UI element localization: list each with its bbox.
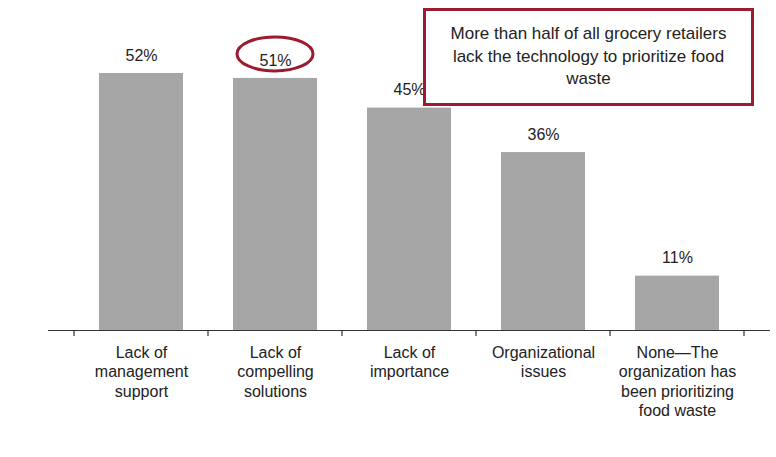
svg-text:Lack ofimportance: Lack ofimportance: [370, 344, 449, 380]
svg-text:Lack ofmanagementsupport: Lack ofmanagementsupport: [95, 344, 189, 399]
svg-text:11%: 11%: [662, 249, 693, 266]
svg-text:Organizationalissues: Organizationalissues: [492, 344, 595, 380]
svg-text:36%: 36%: [527, 126, 559, 143]
svg-text:52%: 52%: [125, 47, 157, 64]
svg-text:51%: 51%: [259, 52, 291, 69]
svg-text:None—Theorganization hasbeen p: None—Theorganization hasbeen prioritizin…: [619, 344, 736, 419]
html-text:More than half of all grocery: More than half of all grocery retailers …: [450, 23, 727, 89]
svg-text:45%: 45%: [393, 81, 425, 98]
svg-text:Lack ofcompellingsolutions: Lack ofcompellingsolutions: [237, 344, 313, 399]
